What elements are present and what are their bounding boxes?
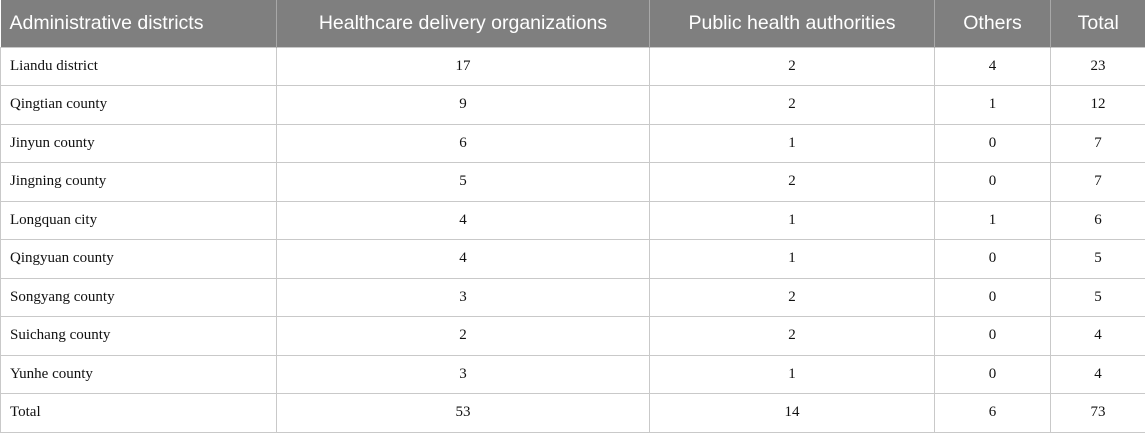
table-row-total: Total 53 14 6 73	[0, 393, 1145, 433]
table-row: Qingyuan county 4 1 0 5	[0, 239, 1145, 279]
cell-total: 23	[1050, 46, 1145, 86]
cell-total: 12	[1050, 85, 1145, 125]
header-healthcare-delivery-organizations: Healthcare delivery organizations	[276, 0, 650, 47]
cell-others: 6	[934, 393, 1051, 433]
cell-public-health: 2	[649, 277, 935, 317]
cell-others: 0	[934, 123, 1051, 163]
cell-total: 7	[1050, 123, 1145, 163]
cell-total: 4	[1050, 316, 1145, 356]
header-public-health-authorities: Public health authorities	[649, 0, 935, 47]
cell-healthcare: 17	[276, 46, 650, 86]
table-row: Yunhe county 3 1 0 4	[0, 354, 1145, 394]
cell-district: Songyang county	[0, 277, 277, 317]
cell-others: 0	[934, 354, 1051, 394]
cell-total: 7	[1050, 162, 1145, 202]
cell-healthcare: 5	[276, 162, 650, 202]
table-header: Administrative districts Healthcare deli…	[0, 0, 1145, 47]
cell-total: 5	[1050, 277, 1145, 317]
cell-healthcare: 3	[276, 354, 650, 394]
cell-public-health: 1	[649, 123, 935, 163]
cell-total: 5	[1050, 239, 1145, 279]
header-administrative-districts: Administrative districts	[0, 0, 277, 47]
cell-healthcare: 53	[276, 393, 650, 433]
cell-district: Jinyun county	[0, 123, 277, 163]
cell-public-health: 2	[649, 162, 935, 202]
cell-healthcare: 4	[276, 239, 650, 279]
cell-healthcare: 3	[276, 277, 650, 317]
cell-public-health: 2	[649, 46, 935, 86]
cell-public-health: 14	[649, 393, 935, 433]
cell-district: Suichang county	[0, 316, 277, 356]
cell-district: Total	[0, 393, 277, 433]
cell-district: Qingtian county	[0, 85, 277, 125]
cell-healthcare: 6	[276, 123, 650, 163]
header-total: Total	[1050, 0, 1145, 47]
cell-public-health: 2	[649, 316, 935, 356]
cell-others: 1	[934, 85, 1051, 125]
cell-others: 0	[934, 277, 1051, 317]
cell-total: 6	[1050, 200, 1145, 240]
table-row: Jinyun county 6 1 0 7	[0, 123, 1145, 163]
cell-healthcare: 4	[276, 200, 650, 240]
cell-district: Jingning county	[0, 162, 277, 202]
cell-others: 0	[934, 162, 1051, 202]
cell-public-health: 1	[649, 354, 935, 394]
header-others: Others	[934, 0, 1051, 47]
cell-public-health: 1	[649, 239, 935, 279]
cell-healthcare: 2	[276, 316, 650, 356]
cell-district: Longquan city	[0, 200, 277, 240]
cell-total: 4	[1050, 354, 1145, 394]
cell-others: 4	[934, 46, 1051, 86]
cell-district: Liandu district	[0, 46, 277, 86]
cell-public-health: 1	[649, 200, 935, 240]
table-row: Qingtian county 9 2 1 12	[0, 85, 1145, 125]
cell-others: 1	[934, 200, 1051, 240]
cell-total: 73	[1050, 393, 1145, 433]
cell-others: 0	[934, 316, 1051, 356]
table-row: Jingning county 5 2 0 7	[0, 162, 1145, 202]
cell-district: Yunhe county	[0, 354, 277, 394]
cell-public-health: 2	[649, 85, 935, 125]
table-row: Longquan city 4 1 1 6	[0, 200, 1145, 240]
cell-district: Qingyuan county	[0, 239, 277, 279]
table-row: Liandu district 17 2 4 23	[0, 46, 1145, 86]
cell-healthcare: 9	[276, 85, 650, 125]
table-row: Songyang county 3 2 0 5	[0, 277, 1145, 317]
cell-others: 0	[934, 239, 1051, 279]
header-row: Administrative districts Healthcare deli…	[0, 0, 1145, 47]
table-row: Suichang county 2 2 0 4	[0, 316, 1145, 356]
table-body: Liandu district 17 2 4 23 Qingtian count…	[0, 46, 1145, 433]
